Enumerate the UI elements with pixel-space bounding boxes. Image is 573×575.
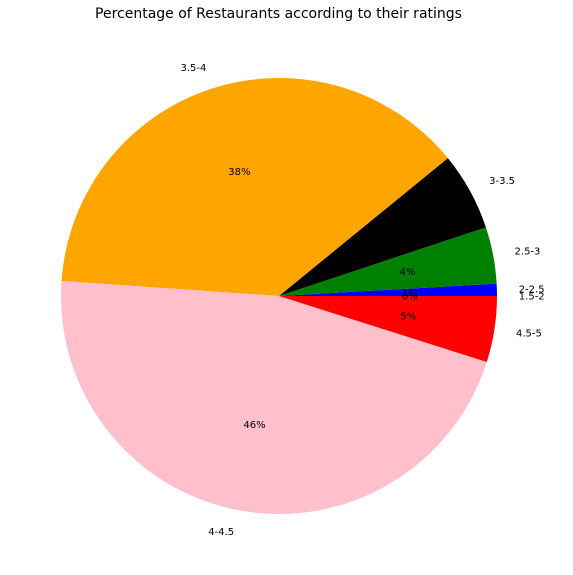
pie-slice-2-5-3 (279, 227, 497, 296)
slice-label-4-4-5: 4-4.5 (208, 527, 234, 538)
slice-label-1-5-2: 1.5-2 (519, 292, 545, 303)
pie-labels: 1.5-2 0% 2-2.5 1% 2.5-3 4% 3-3.5 3.5-4 38% 4-4.5 4… (180, 63, 544, 538)
pie-slice-4-4-5 (60, 280, 487, 515)
pie-slices (60, 78, 497, 515)
percent-label-4-4-5: 46% (243, 420, 265, 431)
slice-label-4-5-5: 4.5-5 (516, 328, 542, 339)
percent-label-2-5-3: 4% (400, 267, 416, 278)
chart-title: Percentage of Restaurants according to t… (95, 6, 462, 22)
slice-label-3-5-4: 3.5-4 (180, 63, 206, 74)
slice-label-2-2-5: 2-2.5 (519, 285, 545, 296)
percent-label-4-5-5: 5% (400, 312, 416, 323)
percent-label-1-5-2: 0% (402, 292, 418, 303)
pie-slice-4-5-5 (279, 296, 497, 363)
percent-label-3-5-4: 38% (228, 167, 250, 178)
pie-slice-3-5-4 (61, 78, 448, 297)
slice-label-2-5-3: 2.5-3 (515, 247, 541, 258)
percent-label-2-2-5: 1% (402, 288, 418, 299)
pie-slice-3-3-5 (279, 158, 486, 296)
pie-slice-2-2-5 (279, 283, 497, 296)
slice-label-3-3-5: 3-3.5 (489, 176, 515, 187)
